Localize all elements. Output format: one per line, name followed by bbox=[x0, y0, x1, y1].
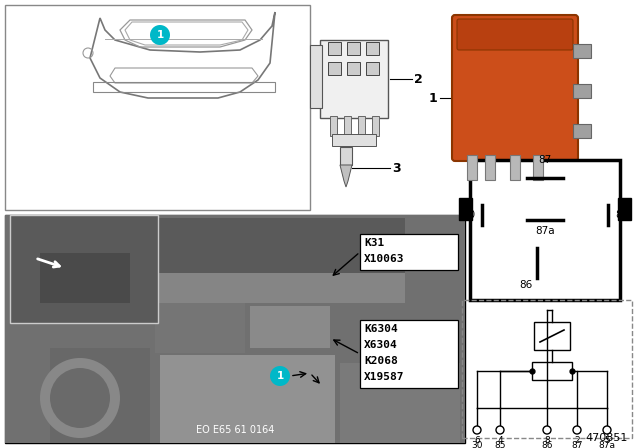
Bar bbox=[40, 253, 130, 303]
Bar bbox=[533, 155, 543, 180]
Text: X19587: X19587 bbox=[364, 372, 404, 382]
Bar bbox=[485, 155, 495, 180]
Text: 8: 8 bbox=[544, 436, 550, 445]
Circle shape bbox=[150, 25, 170, 45]
Bar bbox=[50, 348, 150, 443]
Bar bbox=[462, 300, 632, 438]
Text: 470851: 470851 bbox=[586, 433, 628, 443]
Bar bbox=[160, 355, 335, 443]
Bar bbox=[573, 124, 591, 138]
Circle shape bbox=[50, 368, 110, 428]
Circle shape bbox=[573, 426, 581, 434]
Bar bbox=[332, 134, 376, 146]
Bar bbox=[5, 5, 310, 210]
Text: 85: 85 bbox=[494, 441, 506, 448]
Text: K2068: K2068 bbox=[364, 356, 397, 366]
Text: 30: 30 bbox=[462, 210, 475, 220]
Text: 86: 86 bbox=[520, 280, 533, 290]
Bar bbox=[467, 155, 477, 180]
Bar bbox=[347, 62, 360, 75]
Bar bbox=[532, 362, 572, 380]
Bar bbox=[510, 155, 520, 180]
Bar bbox=[366, 62, 379, 75]
Circle shape bbox=[543, 426, 551, 434]
Bar bbox=[10, 215, 158, 323]
Circle shape bbox=[270, 366, 290, 386]
FancyBboxPatch shape bbox=[452, 15, 578, 161]
Bar bbox=[459, 198, 472, 220]
Circle shape bbox=[496, 426, 504, 434]
Text: 87: 87 bbox=[538, 155, 552, 165]
Bar bbox=[330, 116, 337, 136]
Text: 87a: 87a bbox=[598, 441, 616, 448]
Bar bbox=[534, 322, 570, 350]
Text: 87a: 87a bbox=[535, 226, 555, 236]
Bar bbox=[155, 218, 405, 273]
Bar bbox=[328, 62, 341, 75]
Bar bbox=[470, 160, 620, 300]
Text: 87: 87 bbox=[572, 441, 583, 448]
Bar bbox=[155, 273, 405, 303]
Bar bbox=[573, 44, 591, 58]
Bar bbox=[340, 147, 352, 165]
Circle shape bbox=[40, 358, 120, 438]
Text: 1: 1 bbox=[276, 371, 284, 381]
Bar bbox=[155, 303, 245, 353]
Text: X10063: X10063 bbox=[364, 254, 404, 264]
Text: 2: 2 bbox=[414, 73, 423, 86]
Circle shape bbox=[473, 426, 481, 434]
Bar bbox=[5, 215, 465, 443]
Bar bbox=[360, 320, 458, 388]
Bar bbox=[328, 42, 341, 55]
Bar bbox=[5, 215, 465, 443]
Bar bbox=[372, 116, 379, 136]
Text: 6: 6 bbox=[474, 436, 480, 445]
Text: 2: 2 bbox=[574, 436, 580, 445]
Text: 5: 5 bbox=[604, 436, 610, 445]
Bar bbox=[344, 116, 351, 136]
Bar bbox=[360, 234, 458, 270]
Text: 30: 30 bbox=[471, 441, 483, 448]
Text: 85: 85 bbox=[615, 210, 628, 220]
Bar bbox=[320, 40, 388, 118]
Bar bbox=[250, 306, 330, 348]
Text: K6304: K6304 bbox=[364, 324, 397, 334]
Text: 1: 1 bbox=[156, 30, 164, 40]
Bar bbox=[366, 42, 379, 55]
FancyBboxPatch shape bbox=[457, 19, 573, 50]
Text: 4: 4 bbox=[497, 436, 503, 445]
Bar bbox=[347, 42, 360, 55]
Polygon shape bbox=[340, 165, 352, 187]
Text: X6304: X6304 bbox=[364, 340, 397, 350]
Bar bbox=[358, 116, 365, 136]
Text: EO E65 61 0164: EO E65 61 0164 bbox=[196, 425, 274, 435]
Bar bbox=[310, 45, 322, 108]
Text: 86: 86 bbox=[541, 441, 553, 448]
Text: 3: 3 bbox=[392, 161, 401, 175]
Bar bbox=[340, 363, 460, 443]
Text: 1: 1 bbox=[428, 91, 437, 104]
Bar bbox=[573, 84, 591, 98]
Bar bbox=[618, 198, 631, 220]
Bar bbox=[93, 82, 275, 92]
Circle shape bbox=[603, 426, 611, 434]
Text: K31: K31 bbox=[364, 238, 384, 248]
